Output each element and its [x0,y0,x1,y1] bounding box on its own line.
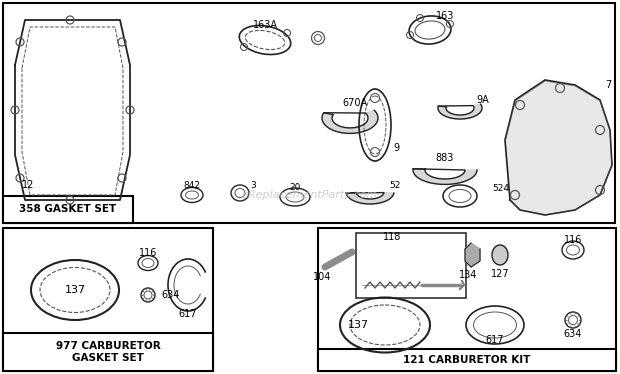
Text: 12: 12 [22,180,34,190]
Text: 118: 118 [383,232,401,242]
Polygon shape [438,104,482,119]
Text: 121 CARBURETOR KIT: 121 CARBURETOR KIT [404,355,531,365]
Ellipse shape [492,245,508,265]
Text: 7: 7 [605,80,611,90]
Text: 524: 524 [492,184,509,193]
Text: 137: 137 [64,285,86,295]
Text: 127: 127 [490,269,509,279]
Text: 883: 883 [436,153,454,163]
Text: 842: 842 [184,181,200,190]
FancyBboxPatch shape [3,3,615,223]
Text: 163: 163 [436,11,454,21]
FancyBboxPatch shape [3,228,213,371]
Text: 9: 9 [393,143,399,153]
Text: 9A: 9A [477,95,489,105]
Text: 163A: 163A [252,20,278,30]
Text: 104: 104 [313,272,331,282]
Polygon shape [505,80,612,215]
Text: 634: 634 [161,290,179,300]
Text: 116: 116 [139,248,157,258]
Text: 617: 617 [179,309,197,319]
Text: 52: 52 [389,181,401,190]
Text: 137: 137 [347,320,368,330]
Polygon shape [322,110,378,134]
FancyBboxPatch shape [3,333,213,371]
Text: 617: 617 [485,335,504,345]
Polygon shape [346,193,394,204]
Text: 3: 3 [250,181,256,190]
FancyBboxPatch shape [318,228,616,371]
FancyBboxPatch shape [318,349,616,371]
Text: 670A: 670A [342,98,368,108]
Text: 20: 20 [290,183,301,191]
Text: 977 CARBURETOR
GASKET SET: 977 CARBURETOR GASKET SET [56,341,161,363]
Text: 134: 134 [459,270,477,280]
Text: 358 GASKET SET: 358 GASKET SET [19,204,117,214]
Text: 634: 634 [564,329,582,339]
Text: eReplacementParts.com: eReplacementParts.com [242,190,378,200]
FancyBboxPatch shape [356,233,466,298]
Polygon shape [465,243,480,267]
Polygon shape [413,169,477,184]
Text: 116: 116 [564,235,582,245]
FancyBboxPatch shape [3,196,133,223]
